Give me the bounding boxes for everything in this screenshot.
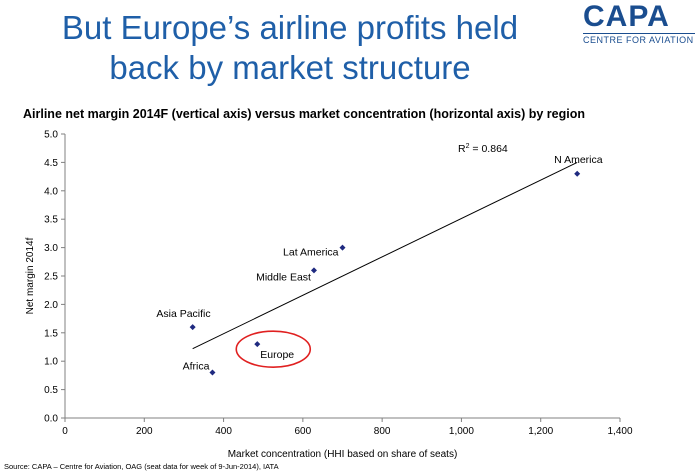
y-axis-label: Net margin 2014f [25,237,36,314]
y-tick-label: 4.0 [44,186,58,197]
y-tick-label: 2.5 [44,272,58,283]
x-tick-label: 200 [136,426,153,437]
r-squared-value: = 0.864 [470,143,508,155]
x-tick-label: 400 [215,426,232,437]
trendline [192,161,578,350]
y-tick-label: 3.0 [44,243,58,254]
x-tick-label: 1,200 [528,426,553,437]
point-label-n-america: N America [554,154,603,166]
y-tick-label: 1.0 [44,357,58,368]
logo-tagline: CENTRE FOR AVIATION [583,33,695,45]
x-tick-label: 800 [374,426,391,437]
logo-wordmark: CAPA [583,0,670,33]
capa-logo: CAPA CENTRE FOR AVIATION [583,2,695,45]
point-n-america [574,170,581,177]
europe-highlight-circle [235,330,312,368]
y-tick-label: 2.0 [44,300,58,311]
point-label-europe: Europe [260,349,294,361]
point-label-africa: Africa [183,361,210,373]
chart-title: Airline net margin 2014F (vertical axis)… [23,107,585,121]
y-tick-label: 0.0 [44,414,58,425]
x-tick-label: 0 [62,426,68,437]
x-axis-label: Market concentration (HHI based on share… [228,449,458,460]
source-note: Source: CAPA – Centre for Aviation, OAG … [4,462,279,471]
y-tick-label: 1.5 [44,328,58,339]
point-label-lat-america: Lat America [283,247,339,259]
x-tick-label: 600 [295,426,312,437]
point-middle-east [310,267,317,274]
point-europe [254,341,261,348]
r-squared-sup: 2 [466,143,470,150]
point-label-middle-east: Middle East [256,271,311,283]
x-tick-label: 1,000 [449,426,474,437]
point-asia-pacific [189,324,196,331]
y-tick-label: 5.0 [44,130,58,141]
point-africa [209,369,216,376]
r-squared-label: R2 = 0.864 [458,143,508,155]
y-tick-label: 0.5 [44,385,58,396]
slide-title: But Europe’s airline profits held back b… [20,8,560,88]
y-axis-ticks: 0.0 0.5 1.0 1.5 2.0 2.5 3.0 3.5 4.0 4.5 5.0 [44,130,65,425]
x-axis-ticks: 0 200 400 600 800 1,000 1,200 1,400 [62,418,633,437]
r-squared-r: R [458,143,466,155]
x-tick-label: 1,400 [607,426,632,437]
slide-title-line-2: back by market structure [109,49,471,86]
point-lat-america [339,244,346,251]
y-tick-label: 4.5 [44,158,58,169]
slide-title-line-1: But Europe’s airline profits held [61,9,519,46]
point-label-asia-pacific: Asia Pacific [156,308,210,320]
y-tick-label: 3.5 [44,215,58,226]
data-points: N America Lat America Middle East Asia Paci… [156,154,603,376]
